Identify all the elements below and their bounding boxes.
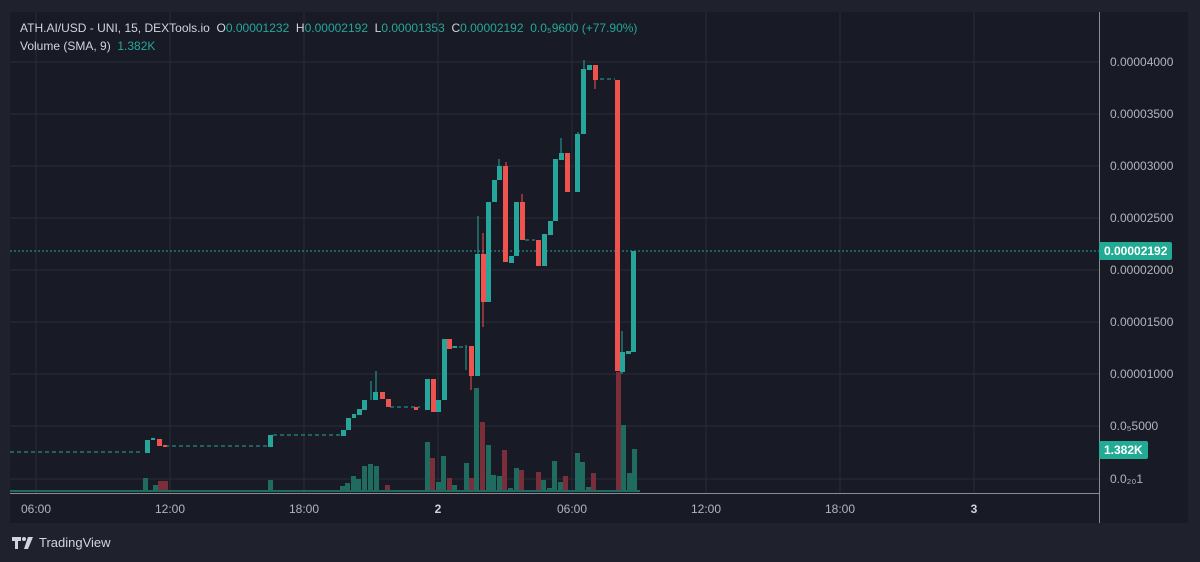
price-chart[interactable] xyxy=(10,12,1099,493)
time-tick: 06:00 xyxy=(556,502,588,516)
price-tick: 0.00003000 xyxy=(1110,159,1174,173)
brand-label: TradingView xyxy=(39,535,111,550)
low-value: 0.00001353 xyxy=(381,21,445,35)
price-tick: 0.00004000 xyxy=(1110,55,1174,69)
flat-segments xyxy=(10,78,615,453)
last-price-badge: 0.00002192 xyxy=(1099,242,1173,260)
change-value: 0.0₅9600 (+77.90%) xyxy=(530,21,638,35)
tradingview-icon xyxy=(12,536,33,549)
open-value: 0.00001232 xyxy=(225,21,290,35)
time-tick: 12:00 xyxy=(690,502,722,516)
time-tick: 18:00 xyxy=(824,502,856,516)
price-tick: 0.00002000 xyxy=(1110,263,1174,277)
volume-legend: Volume (SMA, 9) 1.382K xyxy=(20,39,155,53)
time-tick: 2 xyxy=(434,502,442,516)
time-axis[interactable]: 06:00 12:00 18:00 2 06:00 12:00 18:00 3 xyxy=(10,493,1099,523)
time-tick: 18:00 xyxy=(288,502,320,516)
close-value: 0.00002192 xyxy=(460,21,524,35)
price-tick: 0.0₅5000 xyxy=(1110,419,1159,433)
price-tick: 0.00001500 xyxy=(1110,315,1174,329)
price-tick: 0.0₂₀1 xyxy=(1110,472,1143,486)
time-tick: 12:00 xyxy=(154,502,186,516)
price-tick: 0.00001000 xyxy=(1110,367,1174,381)
volume-bars xyxy=(10,372,640,492)
grid-lines xyxy=(10,12,1099,493)
price-tick: 0.00003500 xyxy=(1110,107,1174,121)
symbol-title: ATH.AI/USD - UNI, 15, DEXTools.io xyxy=(20,21,210,35)
price-axis[interactable]: 0.00004000 0.00003500 0.00003000 0.00002… xyxy=(1099,12,1188,523)
price-tick: 0.00002500 xyxy=(1110,211,1174,225)
ohlc-legend: ATH.AI/USD - UNI, 15, DEXTools.io O0.000… xyxy=(20,21,638,35)
time-tick: 06:00 xyxy=(20,502,52,516)
tradingview-logo[interactable]: TradingView xyxy=(12,535,111,550)
volume-label: Volume (SMA, 9) xyxy=(20,39,111,53)
high-value: 0.00002192 xyxy=(304,21,368,35)
chart-frame xyxy=(10,12,1188,523)
candles xyxy=(145,60,636,453)
volume-badge: 1.382K xyxy=(1099,441,1148,459)
time-tick: 3 xyxy=(970,502,978,516)
volume-value: 1.382K xyxy=(117,39,156,53)
